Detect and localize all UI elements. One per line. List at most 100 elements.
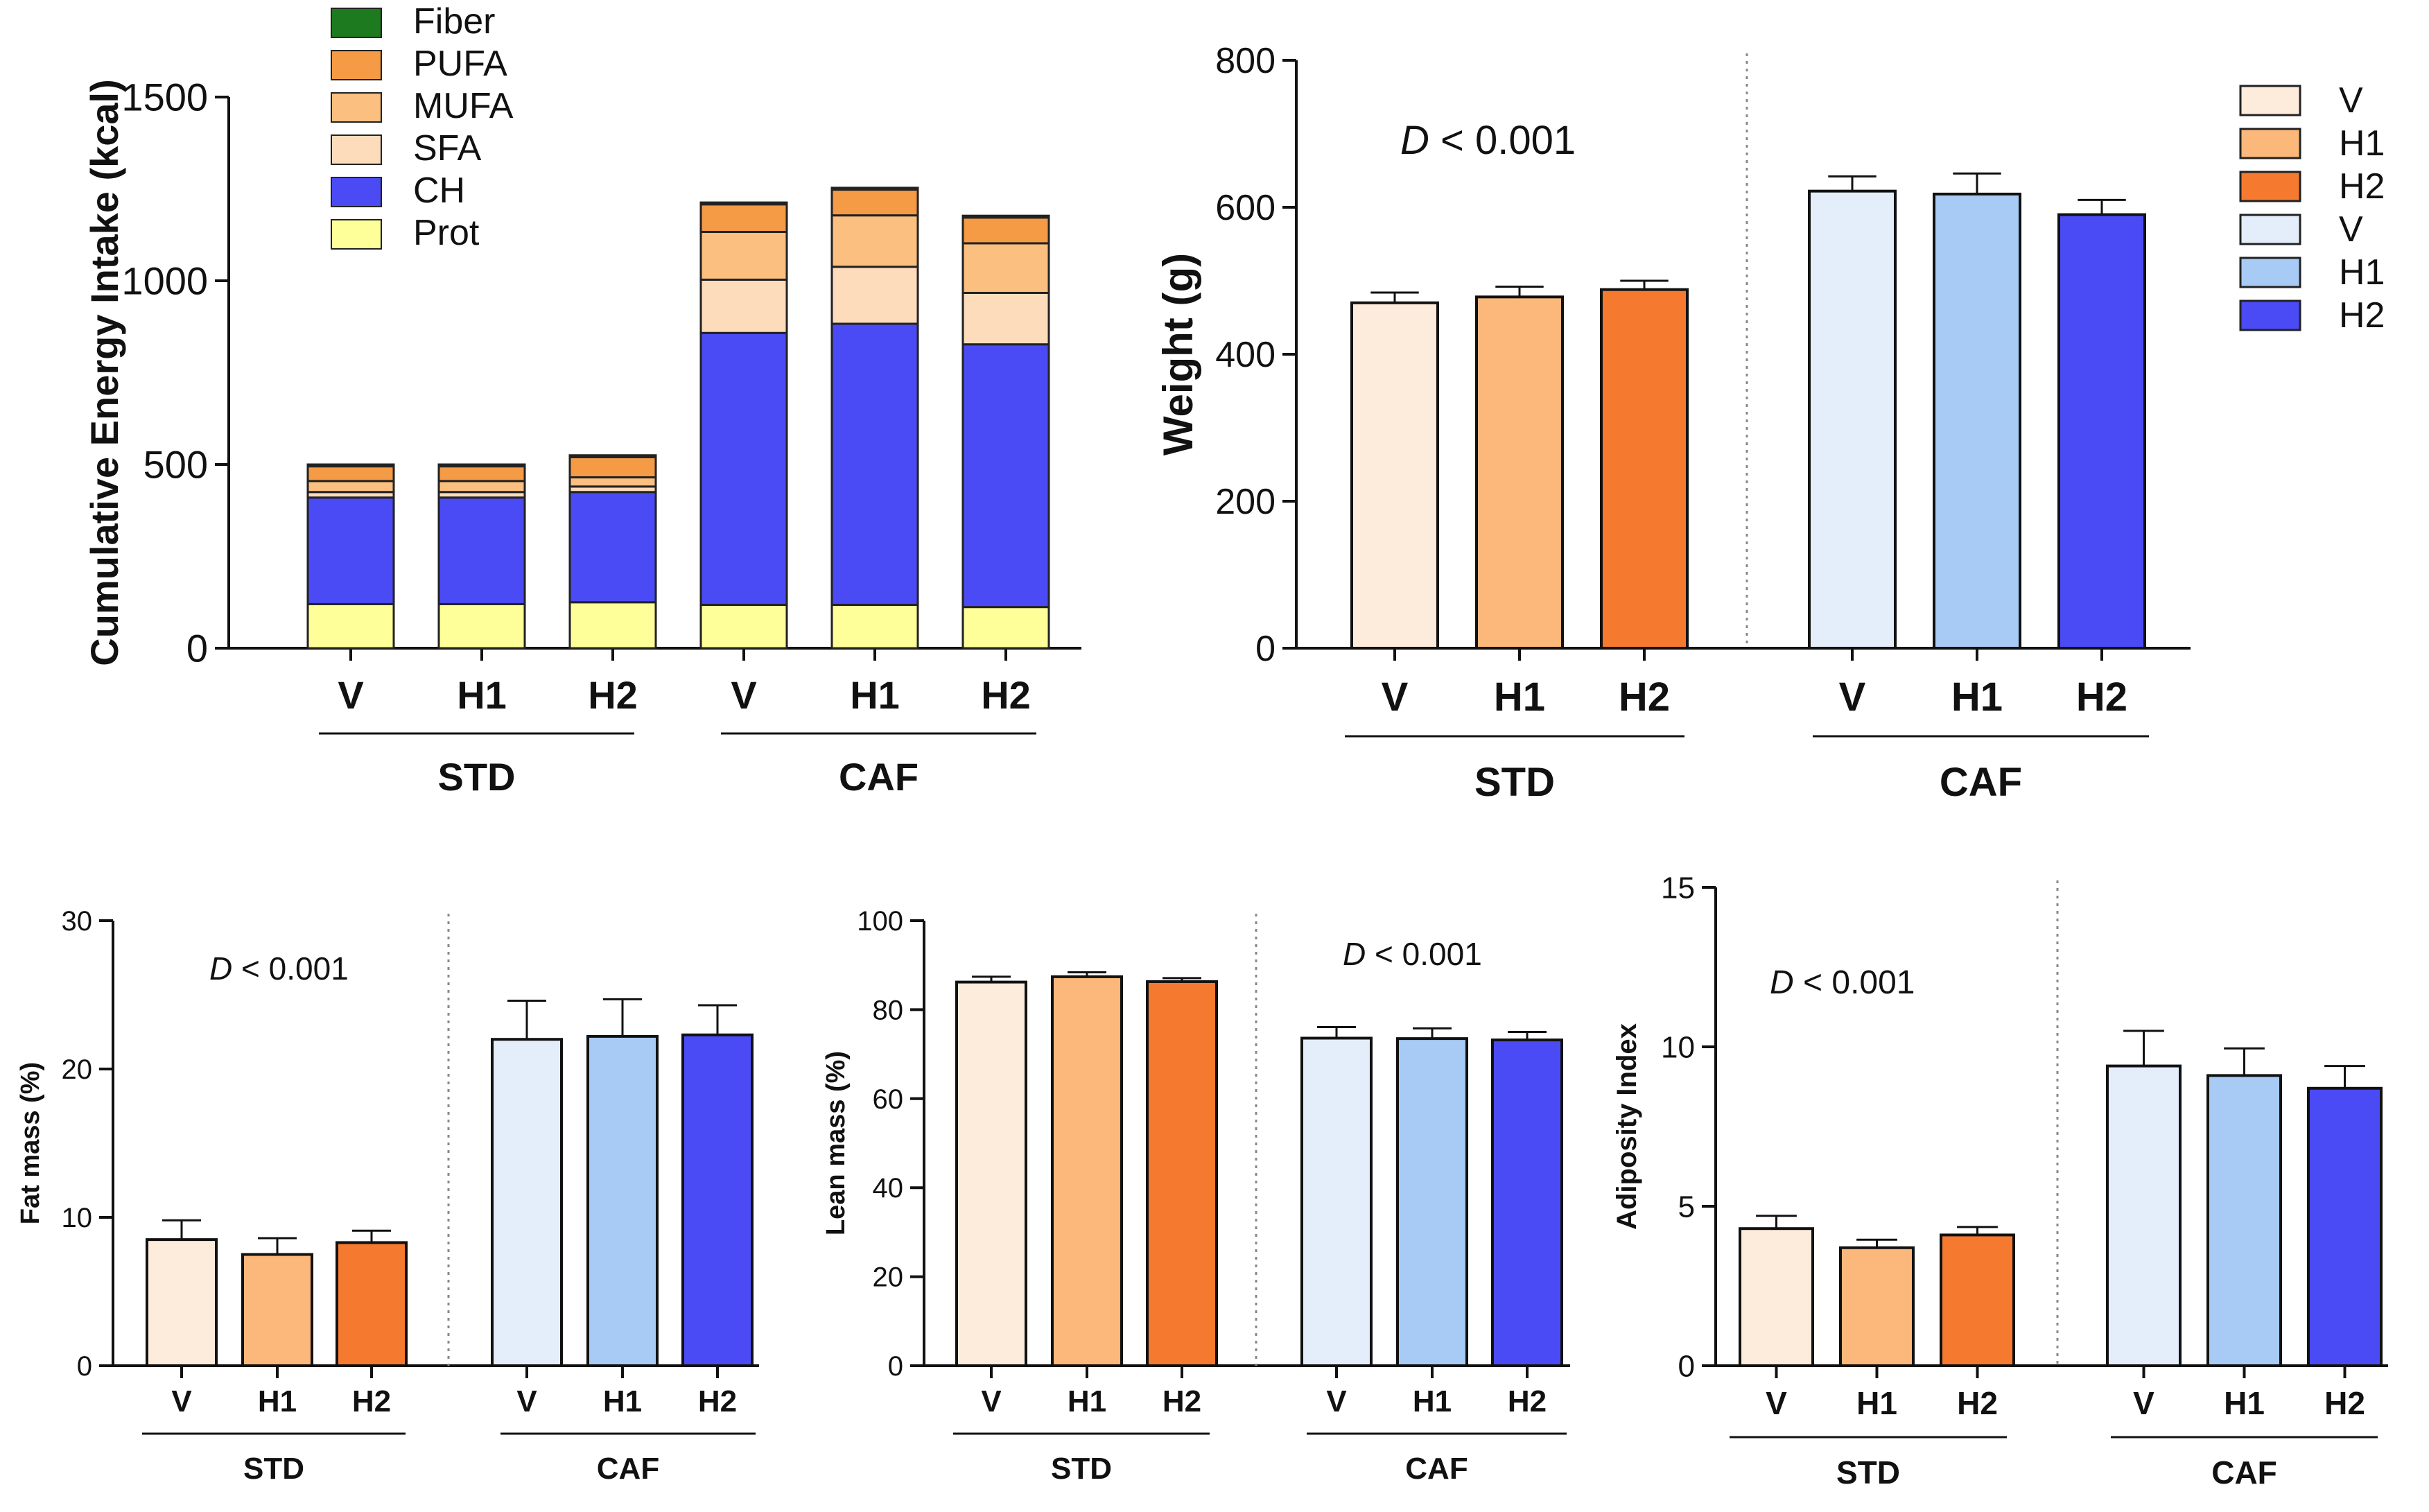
y-axis-label: Lean mass (%) [821,1051,851,1235]
p-value-annotation: D < 0.001 [209,950,349,987]
group-label-caf: CAF [1405,1452,1468,1486]
group-label-caf: CAF [839,755,919,799]
y-tick-label: 0 [1678,1349,1695,1383]
legend-swatch [2239,128,2301,159]
bar-segment-mufa [699,231,788,281]
bar-h2 [1491,1039,1563,1368]
x-tick-label: H1 [457,673,507,717]
bar-v [1350,301,1439,650]
bar-h1 [1839,1246,1915,1368]
fat-chart: 0 10 20 30 Fat mass (%) V H1 H2 V H1 H2 STD CAF D < 0… [16,906,759,1486]
x-tick-label: H2 [1508,1384,1547,1418]
bar-v [1739,1227,1814,1367]
legend-label-ch: CH [413,171,465,211]
bar-h1 [586,1034,659,1368]
p-value-annotation: D < 0.001 [1770,964,1915,1001]
bar-segment-prot [437,602,526,650]
bar-h1 [2206,1074,2282,1368]
legend-label-fiber: Fiber [413,1,495,42]
bar-h2 [2057,213,2146,650]
y-tick-label: 30 [62,906,93,937]
y-tick-label: 1000 [121,259,208,303]
bar-v [1808,189,1897,650]
legend-label: H1 [2339,123,2385,164]
group-label-std: STD [243,1452,304,1486]
bar-segment-mufa [830,214,919,268]
bar-segment-prot [306,602,395,650]
y-tick-label: 20 [62,1054,93,1085]
bar-segment-prot [699,603,788,650]
legend-label: V [2339,209,2363,250]
y-tick-label: 600 [1215,188,1276,228]
y-tick-label: 0 [888,1351,903,1382]
x-tick-label: H2 [1957,1385,1998,1421]
bar-h1 [1933,192,2021,650]
bar-h2 [1146,980,1218,1367]
bar-h2 [2307,1086,2383,1368]
bar-segment-fiber [830,186,919,191]
y-axis-label: Adiposity Index [1612,1023,1642,1230]
y-tick-label: 0 [186,627,208,670]
p-value-text: < 0.001 [1366,936,1482,972]
y-tick-label: 80 [873,995,904,1025]
x-tick-label: H2 [352,1384,391,1418]
y-tick-label: 0 [1255,629,1276,669]
legend-swatch-sfa [331,134,382,165]
bar-segment-fiber [961,214,1050,219]
y-tick-label: 10 [1661,1030,1695,1064]
y-tick-label: 40 [873,1173,904,1203]
bar-h1 [241,1253,313,1367]
legend-label-prot: Prot [413,213,480,253]
group-label-std: STD [1051,1452,1112,1486]
bar-segment-ch [830,322,919,606]
x-tick-label: H2 [981,673,1031,717]
x-tick-label: V [1326,1384,1347,1418]
bar-segment-fiber [306,463,395,468]
x-tick-label: H1 [603,1384,642,1418]
bar-segment-sfa [830,266,919,325]
y-tick-label: 20 [873,1262,904,1293]
legend-label: H2 [2339,166,2385,207]
x-tick-label: H1 [1068,1384,1106,1418]
x-tick-label: H1 [2224,1385,2265,1421]
bar-h2 [1940,1233,2015,1368]
legend-swatch [2239,85,2301,116]
x-tick-label: H2 [2324,1385,2365,1421]
group-label-caf: CAF [597,1452,659,1486]
legend-swatch-ch [331,177,382,207]
bar-segment-ch [961,343,1050,609]
x-tick-label: H1 [1951,675,2003,720]
y-axis-label: Weight (g) [1155,253,1201,455]
x-tick-label: H1 [1856,1385,1897,1421]
y-tick-label: 100 [857,906,903,937]
x-tick-label: H2 [1619,675,1670,720]
bar-segment-pufa [961,216,1050,245]
x-tick-label: V [731,673,756,717]
bar-segment-sfa [961,291,1050,346]
legend-label-mufa: MUFA [413,86,514,126]
p-value-symbol: D [1343,936,1366,972]
y-tick-label: 5 [1678,1190,1695,1224]
legend-swatch-pufa [331,50,382,80]
x-tick-label: V [338,673,363,717]
y-tick-label: 10 [62,1203,93,1233]
legend-swatch [2239,257,2301,288]
x-tick-label: V [1839,675,1866,720]
bar-h1 [1051,975,1123,1367]
group-label-caf: CAF [2211,1454,2277,1491]
x-tick-label: H1 [258,1384,297,1418]
legend-label-sfa: SFA [413,128,482,168]
legend-label: V [2339,80,2363,121]
y-axis-label: Fat mass (%) [16,1062,45,1224]
legend-swatch-prot [331,219,382,250]
bar-segment-pufa [830,189,919,217]
x-tick-label: H1 [1413,1384,1452,1418]
bar-segment-pufa [437,465,526,483]
group-label-std: STD [438,755,516,799]
bar-segment-prot [961,606,1050,650]
bar-h1 [1475,295,1564,650]
bar-segment-pufa [306,465,395,483]
x-tick-label: V [2133,1385,2154,1421]
